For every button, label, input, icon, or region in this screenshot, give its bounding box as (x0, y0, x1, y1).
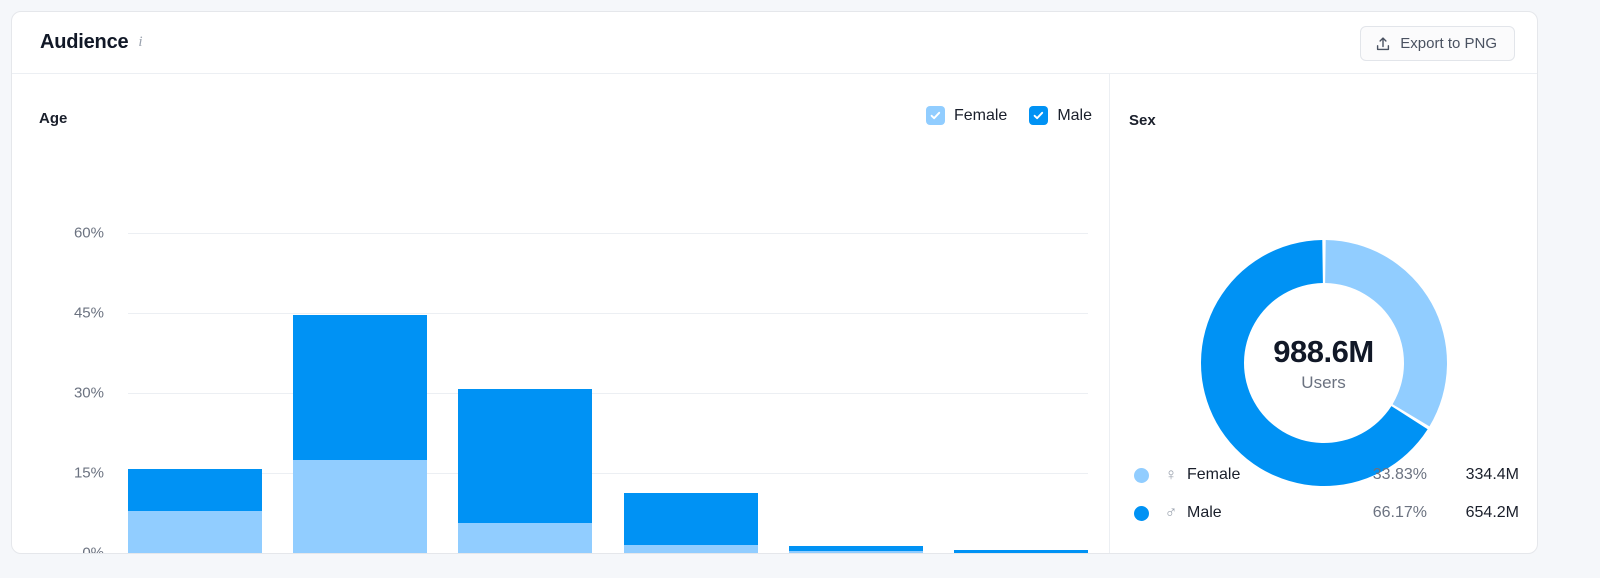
bar-segment-male[interactable] (788, 546, 923, 552)
bar-segment-male[interactable] (293, 315, 428, 461)
sex-legend-name: Male (1187, 504, 1222, 521)
bar-segment-female[interactable] (788, 551, 923, 553)
age-bar-chart: 0% 15% 30% 45% 60% 18-2425-3435-4445-5455-64… (74, 225, 1088, 554)
y-axis-tick: 45% (73, 304, 104, 322)
bar-column[interactable]: 55-64 (788, 234, 923, 553)
sex-legend-percent: 66.17% (1372, 504, 1427, 521)
page-title: Audience (40, 31, 129, 53)
legend-label-male: Male (1057, 106, 1092, 124)
donut-slice-male[interactable] (1200, 240, 1428, 487)
chart-bars: 18-2425-3435-4445-5455-6465+ (128, 234, 1088, 553)
age-legend: Female Male (925, 106, 1092, 125)
gridline: 0% (82, 545, 104, 554)
export-icon (1375, 36, 1391, 52)
gridline: 60% (74, 225, 1088, 242)
bar-segment-male[interactable] (128, 469, 262, 512)
bar-column[interactable]: 25-34 (293, 234, 428, 553)
bar-segment-male[interactable] (953, 550, 1088, 553)
bar-segment-male[interactable] (623, 492, 758, 546)
sex-legend-absolute: 334.4M (1465, 466, 1519, 483)
y-axis-tick: 15% (73, 464, 104, 482)
age-panel: Age Female Male (12, 74, 1110, 554)
sex-legend-row[interactable]: ♀ Female 33.83% 334.4M (1134, 456, 1519, 494)
gender-symbol-icon: ♂ (1164, 503, 1178, 522)
sex-legend-name: Female (1187, 466, 1241, 483)
info-icon[interactable]: i (138, 34, 143, 50)
export-button-label: Export to PNG (1400, 35, 1497, 52)
bar-segment-female[interactable] (623, 545, 758, 553)
sex-panel-title: Sex (1129, 112, 1156, 129)
legend-label-female: Female (953, 106, 1008, 124)
sex-legend-absolute: 654.2M (1465, 504, 1519, 521)
bar-column[interactable]: 45-54 (623, 234, 758, 553)
legend-color-dot (1134, 467, 1149, 483)
bar-column[interactable]: 65+ (953, 234, 1088, 553)
widget-header: Audience i Export to PNG (12, 12, 1537, 74)
audience-widget: Audience i Export to PNG Age (11, 11, 1538, 554)
y-axis-tick: 30% (73, 384, 104, 402)
sex-donut-chart: 988.6M Users (1199, 238, 1449, 488)
bar-segment-female[interactable] (458, 522, 593, 553)
gridline: 30% (74, 385, 1088, 402)
bar-column[interactable]: 18-24 (128, 234, 262, 553)
legend-color-dot (1134, 505, 1149, 521)
legend-toggle-male[interactable]: Male (1029, 106, 1092, 125)
y-axis-tick: 0% (82, 544, 104, 554)
checkbox-female[interactable] (925, 106, 945, 125)
sex-legend-row[interactable]: ♂ Male 66.17% 654.2M (1134, 494, 1519, 532)
bar-segment-female[interactable] (128, 511, 262, 553)
donut-svg (1200, 240, 1447, 487)
bar-column[interactable]: 35-44 (458, 234, 593, 553)
gender-symbol-icon: ♀ (1164, 465, 1178, 484)
bar-segment-male[interactable] (458, 388, 593, 523)
sex-legend: ♀ Female 33.83% 334.4M ♂ Male 66.17% 654.2M (1134, 456, 1519, 532)
donut-slice-female[interactable] (1324, 240, 1447, 427)
widget-body: Age Female Male (12, 74, 1537, 554)
checkbox-male[interactable] (1029, 106, 1049, 125)
sex-panel: Sex 988.6M Users ♀ Female 33.83% 334.4M ♂ Mal… (1110, 74, 1537, 553)
legend-toggle-female[interactable]: Female (925, 106, 1008, 125)
age-panel-title: Age (39, 110, 68, 127)
export-to-png-button[interactable]: Export to PNG (1360, 26, 1515, 61)
sex-legend-percent: 33.83% (1372, 466, 1427, 483)
gridline: 15% (74, 465, 1088, 482)
bar-segment-female[interactable] (293, 460, 428, 553)
bar-segment-female[interactable] (953, 552, 1088, 553)
y-axis-tick: 60% (73, 224, 104, 242)
gridline: 45% (74, 305, 1088, 322)
